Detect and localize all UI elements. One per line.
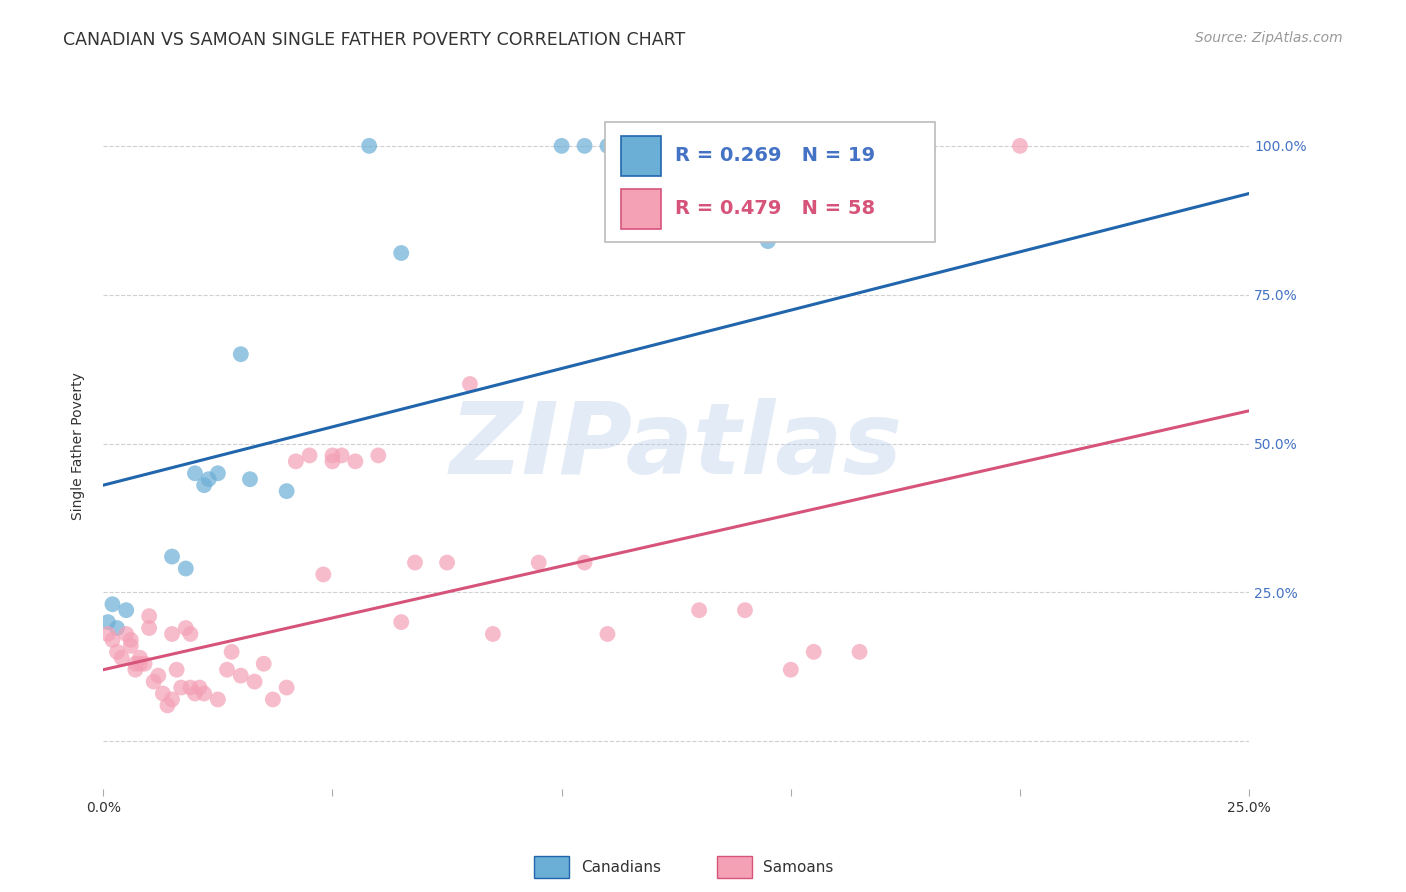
Point [298,449,321,463]
Point [148,668,170,682]
Point [207,692,229,706]
Point [215,663,238,677]
Text: R = 0.269   N = 19: R = 0.269 N = 19 [675,146,875,165]
Point [239,472,262,486]
Point [160,549,183,564]
Point [120,639,142,653]
Point [97,627,120,641]
Point [221,645,243,659]
Point [321,454,343,468]
Point [404,556,426,570]
Point [756,234,779,248]
Point [482,627,505,641]
Point [134,657,156,671]
Point [111,650,134,665]
Point [105,621,128,635]
Point [229,668,252,682]
Point [243,674,266,689]
Point [129,650,152,665]
Point [276,681,298,695]
Point [779,663,801,677]
Point [152,686,174,700]
Point [803,645,825,659]
Text: Canadians: Canadians [581,860,661,874]
Point [174,561,197,575]
Point [276,484,298,499]
Point [160,627,183,641]
Text: Source: ZipAtlas.com: Source: ZipAtlas.com [1195,31,1343,45]
Point [184,467,207,481]
Point [170,681,193,695]
Point [138,621,160,635]
Point [344,454,367,468]
Text: ZIPatlas: ZIPatlas [450,398,903,495]
Point [253,657,276,671]
Point [550,139,572,153]
Point [138,609,160,624]
Text: CANADIAN VS SAMOAN SINGLE FATHER POVERTY CORRELATION CHART: CANADIAN VS SAMOAN SINGLE FATHER POVERTY… [63,31,686,49]
Point [179,627,201,641]
Text: Samoans: Samoans [763,860,834,874]
Point [367,449,389,463]
Point [1008,139,1031,153]
Point [734,603,756,617]
Point [129,657,152,671]
Point [101,632,124,647]
Point [184,686,207,700]
Point [574,139,596,153]
Point [596,627,619,641]
Point [174,621,197,635]
Point [330,449,353,463]
Point [160,692,183,706]
Point [596,139,619,153]
Point [115,603,138,617]
Point [193,686,215,700]
Point [458,376,481,391]
Point [436,556,458,570]
Point [321,449,343,463]
Point [115,627,138,641]
Point [284,454,307,468]
Point [97,615,120,629]
Point [166,663,188,677]
Point [124,657,146,671]
Point [389,615,412,629]
Text: R = 0.479   N = 58: R = 0.479 N = 58 [675,199,875,219]
Point [389,246,412,260]
Point [527,556,550,570]
Point [124,663,146,677]
Point [688,603,710,617]
Point [197,472,219,486]
Point [312,567,335,582]
Point [179,681,201,695]
Point [848,645,870,659]
Point [229,347,252,361]
Point [574,556,596,570]
Point [188,681,211,695]
Point [359,139,381,153]
Point [142,674,165,689]
Point [207,467,229,481]
Point [156,698,179,713]
Y-axis label: Single Father Poverty: Single Father Poverty [72,373,86,520]
Point [101,597,124,611]
Point [105,645,128,659]
Point [262,692,284,706]
Point [120,632,142,647]
Point [193,478,215,492]
